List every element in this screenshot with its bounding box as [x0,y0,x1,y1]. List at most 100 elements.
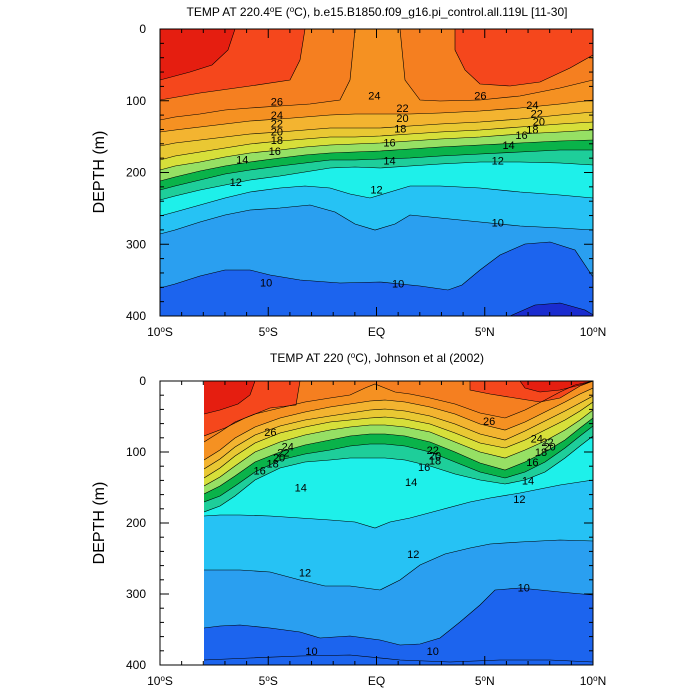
contour-label: 24 [526,100,538,112]
bot-isoline-26a [204,381,301,437]
contour-label: 24 [368,91,380,103]
bot-isoline-10 [204,587,593,646]
contour-label: 14 [405,477,417,489]
bottom-ylabel: DEPTH (m) [91,482,108,565]
contour-label: 22 [396,103,408,115]
top-panel: TEMP AT 220.4oE (oC), b.e15.B1850.f09_g1… [91,5,606,339]
top-band-26 [160,29,593,100]
contour-label: 22 [531,109,543,121]
contour-label: 18 [429,456,441,468]
y-tick-label: 200 [126,166,146,180]
x-tick-label: 5oN [475,674,495,688]
top-title: TEMP AT 220.4oE (oC), b.e15.B1850.f09_g1… [187,5,568,19]
bot-band-24 [204,381,593,442]
contour-label: 12 [407,549,419,561]
contour-label: 16 [418,462,430,474]
y-tick-label: 0 [139,374,146,388]
top-isoline-26 [160,29,306,101]
contour-label: 16 [383,137,395,149]
top-isoline-26b [454,29,593,87]
bot-isoline-22 [204,387,593,461]
x-tick-label: 5oS [259,325,278,339]
bottom-panel: TEMP AT 220 (oC), Johnson et al (2002) [91,351,606,688]
contour-label: 14 [383,155,395,167]
bot-band-28 [204,381,593,414]
contour-label: 20 [271,127,283,139]
bot-isoline-16 [204,409,593,487]
contour-label: 26 [483,416,495,428]
top-isoline-11 [160,204,593,235]
top-contour-labels: 2624222018161412102422201816141210262422… [230,91,545,291]
y-tick-label: 400 [126,658,146,672]
bottom-title: TEMP AT 220 (oC), Johnson et al (2002) [270,351,484,365]
top-isoline-24b [399,29,593,102]
x-tick-label: 10oN [580,674,606,688]
bottom-contour-field: 2624222018161412102220181614121026242220… [204,381,593,665]
bot-isoline-20 [204,395,593,470]
y-tick-label: 300 [126,587,146,601]
contour-label: 24 [271,110,283,122]
x-tick-label: 5oS [259,674,278,688]
y-tick-label: 400 [126,309,146,323]
contour-label: 20 [429,451,441,463]
top-contour-lines [160,29,593,316]
contour-label: 12 [513,494,525,506]
top-isoline-12 [160,185,593,217]
bot-isoline-28b [519,381,593,393]
bot-isoline-18 [204,401,593,479]
top-isoline-18 [160,121,593,161]
contour-label: 16 [515,130,527,142]
bot-isoline-15 [204,417,593,495]
contour-label: 20 [273,453,285,465]
contour-label: 18 [535,447,547,459]
top-band-28 [160,29,235,80]
bot-isoline-13 [204,435,593,513]
contour-label: 24 [531,434,543,446]
contour-label: 16 [269,146,281,158]
top-isoline-13 [160,161,593,201]
bot-isoline-9 [204,654,593,663]
y-tick-label: 200 [126,516,146,530]
top-isoline-24 [160,29,356,121]
contour-label: 10 [260,277,272,289]
contour-label: 10 [518,583,530,595]
bottom-contour-lines [204,381,593,663]
contour-label: 10 [427,646,439,658]
y-tick-label: 0 [139,22,146,36]
top-ylabel: DEPTH (m) [91,131,108,214]
contour-label: 14 [236,155,248,167]
contour-label: 22 [427,445,439,457]
contour-label: 18 [271,135,283,147]
contour-label: 16 [253,465,265,477]
contour-label: 14 [295,483,307,495]
top-isoline-14 [160,149,593,191]
contour-label: 10 [305,646,317,658]
contour-label: 12 [230,177,242,189]
contour-label: 12 [492,155,504,167]
contour-label: 14 [502,140,514,152]
x-tick-label: EQ [368,674,385,688]
bot-isoline-26b [469,381,593,403]
top-isoline-22 [160,99,593,133]
bot-isoline-14 [204,425,593,503]
bot-isoline-28a [204,381,256,415]
bot-isoline-24 [204,381,593,443]
y-tick-label: 100 [126,445,146,459]
top-isoline-9 [509,302,593,316]
contour-label: 12 [370,185,382,197]
x-tick-label: 5oN [475,325,495,339]
top-isoline-28 [160,29,236,81]
y-tick-label: 300 [126,237,146,251]
contour-label: 20 [533,117,545,129]
x-tick-label: 10oN [580,325,606,339]
contour-label: 16 [526,457,538,469]
contour-label: 12 [299,568,311,580]
y-tick-label: 100 [126,94,146,108]
contour-label: 18 [526,124,538,136]
contour-label: 22 [277,448,289,460]
contour-label: 18 [394,124,406,136]
bot-isoline-12 [204,479,593,529]
contour-label: 18 [266,458,278,470]
contour-label: 14 [522,475,534,487]
